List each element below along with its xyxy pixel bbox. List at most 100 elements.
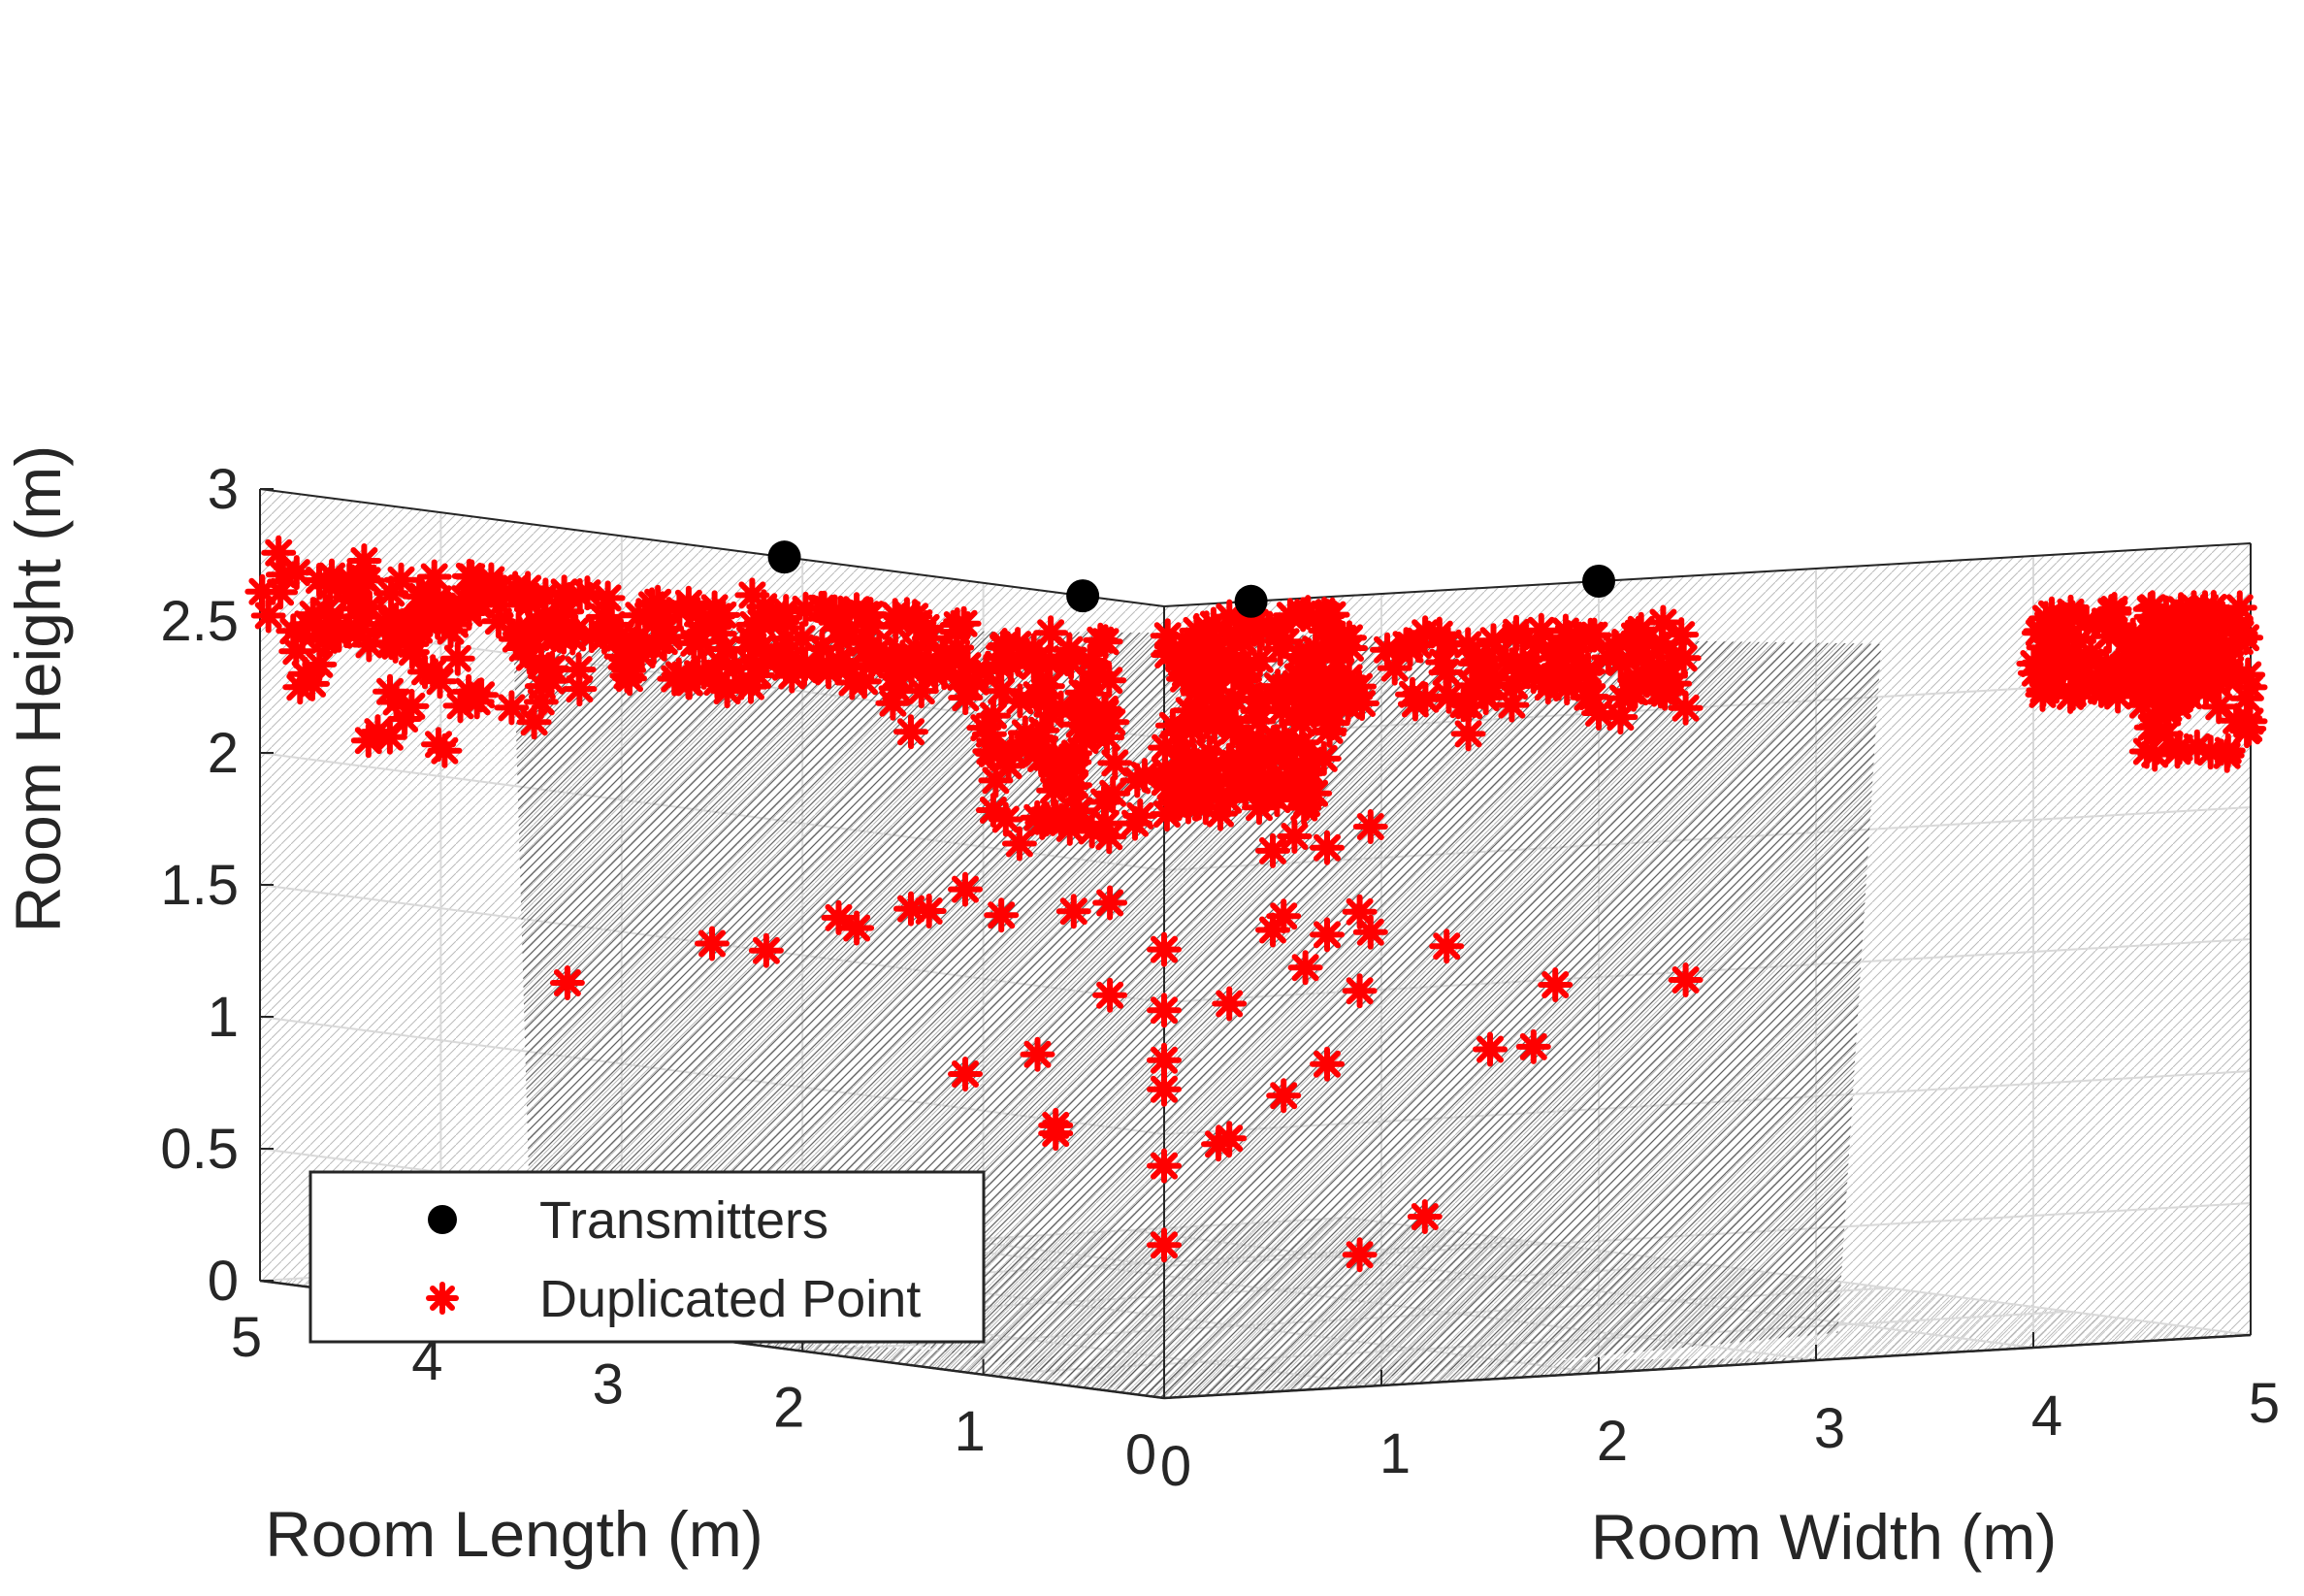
duplicated-point-c8-790 bbox=[2201, 689, 2237, 725]
duplicated-point-c0-145 bbox=[333, 579, 368, 615]
duplicated-point-c4-348 bbox=[988, 801, 1023, 837]
duplicated-point-c3-249 bbox=[847, 664, 882, 700]
duplicated-point-c5-513 bbox=[1156, 633, 1192, 668]
duplicated-point-c3-289 bbox=[853, 597, 889, 633]
duplicated-point-c8-791 bbox=[2161, 681, 2197, 717]
duplicated-point-c5-503 bbox=[1262, 631, 1298, 667]
duplicated-point-c7-759 bbox=[2223, 616, 2258, 651]
duplicated-point-c5-498 bbox=[1260, 668, 1296, 704]
duplicated-point-c0-142 bbox=[509, 581, 545, 617]
duplicated-point-12 bbox=[984, 897, 1020, 933]
duplicated-point-9 bbox=[1092, 885, 1128, 921]
duplicated-point-c8-796 bbox=[2138, 708, 2174, 744]
transmitter-point-1 bbox=[1066, 579, 1100, 613]
duplicated-point-c5-496 bbox=[1285, 597, 1321, 633]
duplicated-point-c1-181 bbox=[278, 634, 314, 669]
duplicated-point-c6-620 bbox=[1283, 673, 1319, 709]
xtick-label-5: 5 bbox=[2249, 1372, 2280, 1435]
duplicated-point-63 bbox=[1494, 687, 1530, 723]
duplicated-point-35 bbox=[1201, 1126, 1236, 1162]
duplicated-point-c3-228 bbox=[1083, 622, 1119, 658]
duplicated-point-37 bbox=[1189, 770, 1225, 806]
duplicated-point-53 bbox=[1473, 1031, 1508, 1067]
duplicated-point-8 bbox=[1001, 826, 1037, 862]
duplicated-point-c0-139 bbox=[464, 569, 500, 604]
duplicated-point-38 bbox=[1255, 766, 1290, 802]
duplicated-point-c4-353 bbox=[1020, 799, 1055, 835]
duplicated-point-c6-600 bbox=[1523, 612, 1559, 648]
duplicated-point-c0-154 bbox=[549, 594, 585, 630]
xtick-label-0: 0 bbox=[1160, 1435, 1191, 1498]
duplicated-point-c7-746 bbox=[2089, 645, 2125, 681]
duplicated-point-c3-280 bbox=[806, 590, 842, 626]
duplicated-point-c3-258 bbox=[1081, 656, 1116, 692]
ztick-label-1: 0.5 bbox=[160, 1118, 239, 1181]
duplicated-point-52 bbox=[1538, 967, 1574, 1002]
duplicated-point-19 bbox=[549, 965, 585, 1000]
duplicated-point-c1-183 bbox=[351, 627, 387, 663]
xtick-label-3: 3 bbox=[1814, 1397, 1845, 1460]
duplicated-point-25 bbox=[1147, 1042, 1182, 1078]
duplicated-point-c6-606 bbox=[1534, 663, 1569, 699]
duplicated-point-c0-58 bbox=[250, 598, 286, 634]
duplicated-point-c0-112 bbox=[670, 585, 706, 621]
legend-duplicated-marker bbox=[426, 1282, 459, 1315]
duplicated-point-40 bbox=[1277, 819, 1313, 854]
duplicated-point-c3-235 bbox=[1052, 632, 1087, 668]
duplicated-point-c6-617 bbox=[1316, 665, 1352, 700]
duplicated-point-c4-351 bbox=[1118, 805, 1152, 841]
duplicated-point-c6-607 bbox=[1460, 643, 1496, 679]
duplicated-point-14 bbox=[911, 894, 947, 928]
legend-label-duplicated: Duplicated Point bbox=[539, 1270, 921, 1328]
duplicated-point-c0-131 bbox=[709, 673, 745, 709]
duplicated-point-c0-136 bbox=[702, 645, 738, 680]
duplicated-point-c0-122 bbox=[657, 661, 693, 697]
duplicated-point-32 bbox=[1147, 1227, 1182, 1263]
duplicated-point-50 bbox=[1310, 1046, 1345, 1082]
ztick-label-0: 0 bbox=[208, 1250, 239, 1313]
duplicated-point-c6-623 bbox=[1573, 617, 1608, 653]
transmitter-point-0 bbox=[767, 540, 801, 574]
ztick-label-3: 1.5 bbox=[160, 854, 239, 917]
duplicated-point-c6-621 bbox=[1616, 618, 1652, 654]
duplicated-point-c0-118 bbox=[312, 569, 348, 604]
duplicated-point-c5-490 bbox=[1147, 765, 1183, 800]
duplicated-point-c4-349 bbox=[1057, 767, 1092, 803]
legend-transmitters-marker bbox=[428, 1205, 457, 1234]
xtick-label-4: 4 bbox=[2031, 1384, 2062, 1448]
duplicated-point-c1-182 bbox=[287, 656, 323, 692]
duplicated-point-c3-292 bbox=[900, 642, 936, 678]
duplicated-point-c0-144 bbox=[502, 616, 537, 652]
duplicated-point-c3-282 bbox=[746, 589, 782, 625]
duplicated-point-36 bbox=[1189, 744, 1225, 780]
duplicated-point-39 bbox=[1255, 832, 1290, 868]
duplicated-point-c3-253 bbox=[908, 609, 944, 645]
duplicated-point-c6-585 bbox=[1342, 668, 1377, 704]
duplicated-point-c4-341 bbox=[1024, 712, 1060, 748]
duplicated-point-c8-797 bbox=[2232, 703, 2268, 739]
duplicated-point-c6-577 bbox=[1643, 626, 1679, 661]
duplicated-point-c4-352 bbox=[971, 716, 1007, 752]
duplicated-point-c6-608 bbox=[1476, 623, 1511, 659]
duplicated-point-6 bbox=[1038, 746, 1074, 782]
duplicated-point-24 bbox=[1147, 993, 1182, 1028]
duplicated-point-59 bbox=[1668, 690, 1704, 726]
ytick-label-0: 0 bbox=[1125, 1423, 1156, 1486]
legend: Transmitters Duplicated Point bbox=[308, 1170, 986, 1344]
ytick-label-2: 2 bbox=[773, 1377, 804, 1440]
ytick-label-5: 5 bbox=[231, 1306, 262, 1369]
xtick-label-1: 1 bbox=[1379, 1422, 1411, 1485]
duplicated-point-23 bbox=[1092, 977, 1128, 1013]
duplicated-point-c3-290 bbox=[948, 680, 984, 716]
duplicated-point-c6-622 bbox=[1408, 615, 1444, 651]
duplicated-point-c0-43 bbox=[416, 559, 452, 595]
duplicated-point-46 bbox=[1310, 917, 1345, 953]
duplicated-point-c4-347 bbox=[1089, 720, 1124, 755]
duplicated-point-c0-141 bbox=[676, 625, 712, 661]
duplicated-point-10 bbox=[1055, 894, 1091, 929]
duplicated-point-26 bbox=[1147, 1071, 1182, 1107]
duplicated-point-c0-135 bbox=[569, 575, 605, 611]
duplicated-point-c5-497 bbox=[1148, 730, 1184, 765]
duplicated-point-c5-489 bbox=[1284, 725, 1320, 761]
